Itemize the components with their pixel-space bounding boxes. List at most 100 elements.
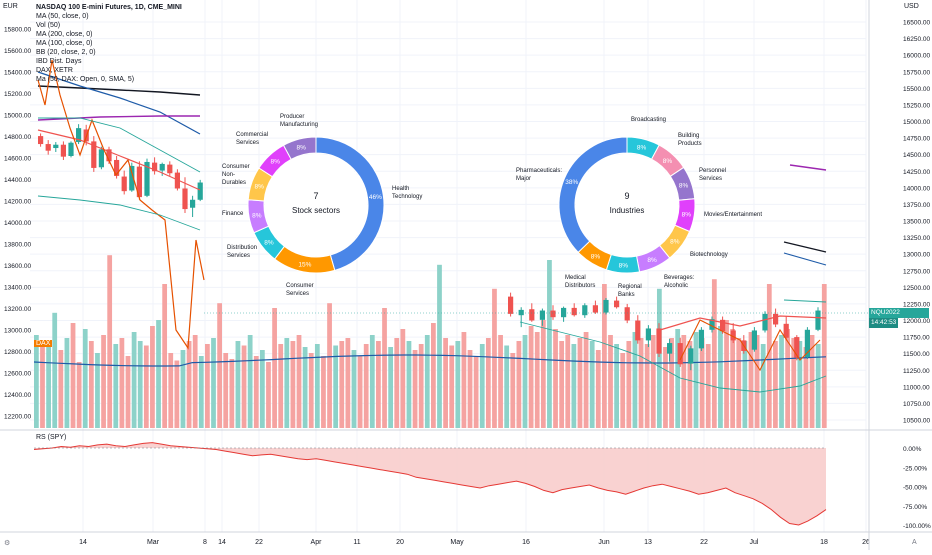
slice-category-label: Services <box>227 253 250 259</box>
volume-bar <box>779 335 784 428</box>
indicator-ma50[interactable]: MA (50, close, 0) <box>36 13 89 20</box>
right-axis-label: 15750.00 <box>903 69 930 76</box>
candle-body <box>614 300 620 308</box>
candle-body <box>773 313 779 325</box>
indicator-ma-dax[interactable]: Ma (50, DAX: Open, 0, SMA, 5) <box>36 76 135 83</box>
volume-bar <box>34 335 39 428</box>
volume-bar <box>101 335 106 428</box>
candle-body <box>730 330 736 341</box>
volume-bar <box>418 344 424 428</box>
volume-bar <box>504 345 510 428</box>
volume-bar <box>266 362 271 428</box>
symbol-title[interactable]: NASDAQ 100 E-mini Futures, 1D, CME_MINI <box>36 4 182 11</box>
x-tick-label: 8 <box>203 539 207 546</box>
slice-category-label: Movies/Entertainment <box>704 212 762 218</box>
slice-category-label: Durables <box>222 180 246 186</box>
candle-body <box>677 343 683 365</box>
volume-bar <box>119 338 125 428</box>
volume-bar <box>534 332 540 428</box>
slice-category-label: Medical <box>565 275 586 281</box>
x-tick-label: 11 <box>353 539 360 546</box>
volume-bar <box>608 335 613 428</box>
indicator-vol[interactable]: Vol (50) <box>36 22 61 29</box>
volume-bar <box>803 347 809 428</box>
donut-center-value: 9 <box>624 191 629 201</box>
volume-bar <box>760 344 766 428</box>
price-tag-time: 14:42:53 <box>869 318 899 328</box>
volume-bar <box>736 338 742 428</box>
bb-lower <box>37 195 201 231</box>
right-axis-label: 10750.00 <box>903 401 930 408</box>
volume-bar <box>431 323 436 428</box>
slice-category-label: Finance <box>222 211 244 217</box>
auto-scale-icon[interactable]: A <box>912 539 917 546</box>
slice-value-label: 8% <box>663 158 673 165</box>
volume-bar <box>485 338 491 428</box>
dax-pane-label[interactable]: DAX <box>34 340 53 347</box>
indicator-ma200[interactable]: MA (200, close, 0) <box>36 31 93 38</box>
right-axis-label: 16500.00 <box>903 20 930 27</box>
right-axis-label: 14000.00 <box>903 185 930 192</box>
right-axis-label: 13250.00 <box>903 235 930 242</box>
indicator-dax[interactable]: DAX, XETR <box>36 67 73 74</box>
donut-hole <box>576 154 678 256</box>
candle-body <box>688 348 694 364</box>
volume-bar <box>498 335 503 428</box>
volume-bar <box>388 347 394 428</box>
volume-bar <box>247 335 253 428</box>
indicator-ma100[interactable]: MA (100, close, 0) <box>36 40 93 47</box>
left-axis-label: 14200.00 <box>4 199 31 206</box>
x-tick-label: Jul <box>750 539 759 546</box>
volume-bar <box>595 350 601 428</box>
candle-body <box>121 176 127 192</box>
volume-bar <box>547 260 552 428</box>
dax-line <box>33 354 827 367</box>
currency-right-label: USD <box>904 3 919 10</box>
rs-axis-label: -50.00% <box>903 485 927 492</box>
candle-body <box>197 182 203 200</box>
ma50-line-right <box>659 315 827 331</box>
slice-category-label: Broadcasting <box>631 117 666 123</box>
ma100-line <box>37 71 201 135</box>
volume-bar <box>565 335 571 428</box>
volume-bar <box>241 345 247 428</box>
volume-bar <box>272 308 277 428</box>
price-tag-symbol: NQU2022 <box>869 308 902 318</box>
volume-bar <box>815 344 821 428</box>
donut-slice <box>558 136 628 254</box>
slice-category-label: Personnel <box>699 168 726 174</box>
volume-bar <box>553 329 558 428</box>
indicator-bb[interactable]: BB (20, close, 2, 0) <box>36 49 96 56</box>
candle-body <box>603 299 609 313</box>
indicator-ibd[interactable]: IBD Dist. Days <box>36 58 82 65</box>
candle-body <box>508 296 514 314</box>
left-axis-label: 14800.00 <box>4 134 31 141</box>
candle-body <box>76 128 82 143</box>
x-tick-label: 16 <box>522 539 530 546</box>
right-axis-label: 10500.00 <box>903 418 930 425</box>
bb-upper <box>38 117 201 173</box>
left-axis-label: 15800.00 <box>4 27 31 34</box>
volume-bar <box>699 338 705 428</box>
settings-icon[interactable]: ⚙ <box>4 540 11 547</box>
right-axis-label: 13000.00 <box>903 252 930 259</box>
slice-category-label: Commercial <box>236 132 268 138</box>
slice-category-label: Consumer <box>222 164 250 170</box>
volume-bar <box>754 335 760 428</box>
candle-body <box>152 162 158 172</box>
candle-body <box>529 309 535 321</box>
slice-value-label: 8% <box>271 158 281 165</box>
volume-bar <box>327 303 332 428</box>
rs-pane-label[interactable]: RS (SPY) <box>36 434 67 441</box>
volume-bar <box>345 338 351 428</box>
candle-body <box>783 323 789 338</box>
rs-axis-label: -25.00% <box>903 465 927 472</box>
volume-bar <box>766 284 772 428</box>
volume-bar <box>681 335 687 428</box>
slice-category-label: Major <box>516 176 531 182</box>
volume-bar <box>205 344 210 428</box>
slice-value-label: 8% <box>647 257 657 264</box>
volume-bar <box>400 329 406 428</box>
